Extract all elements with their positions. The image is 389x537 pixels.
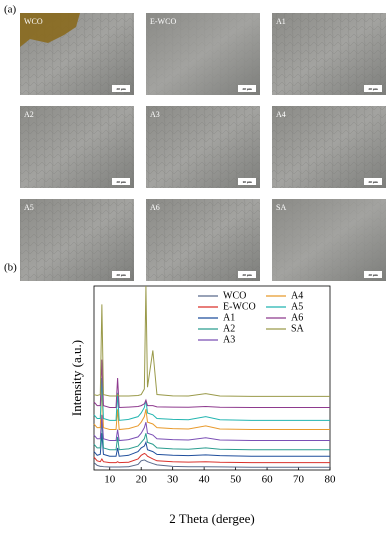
- micrograph-label: A4: [276, 110, 286, 119]
- micrograph-label: WCO: [24, 17, 43, 26]
- scale-bar-label: 20 µm: [368, 273, 377, 277]
- scale-bar-label: 20 µm: [116, 180, 125, 184]
- series-line: [93, 285, 330, 397]
- scale-bar: [364, 178, 382, 185]
- micrograph-texture: [272, 199, 386, 281]
- series-line: [93, 433, 330, 457]
- micrograph-texture: [272, 106, 386, 188]
- series-line: [93, 359, 330, 408]
- scale-bar-label: 20 µm: [242, 273, 251, 277]
- micrograph-texture: [272, 13, 386, 95]
- scale-bar: [238, 85, 256, 92]
- x-axis-label: 2 Theta (dergee): [169, 511, 254, 526]
- scale-bar-label: 20 µm: [242, 87, 251, 91]
- micrograph-texture: [146, 106, 260, 188]
- micrograph-label: A2: [24, 110, 34, 119]
- x-tick-label: 30: [167, 474, 179, 486]
- scale-bar-label: 10 µm: [242, 180, 251, 184]
- scale-bar: [238, 178, 256, 185]
- micrograph-label: A6: [150, 203, 160, 212]
- series-line: [93, 418, 330, 451]
- panel-label: (b): [4, 262, 17, 274]
- legend-label: A1: [223, 312, 235, 323]
- legend-label: WCO: [223, 290, 246, 301]
- micrograph-texture: [20, 106, 134, 188]
- x-tick-label: 10: [104, 474, 116, 486]
- y-axis-label: Intensity (a.u.): [69, 340, 84, 416]
- x-tick-label: 70: [293, 474, 305, 486]
- scale-bar-label: 20 µm: [116, 87, 125, 91]
- series-line: [93, 452, 330, 464]
- scale-bar: [112, 271, 130, 278]
- scale-bar-label: 20 µm: [368, 180, 377, 184]
- x-tick-label: 80: [325, 474, 337, 486]
- x-tick-label: 60: [262, 474, 274, 486]
- xrd-plot: 10 20 30 40 50 60 70 80 2 Theta (dergee) Intensit…: [69, 285, 337, 526]
- micrograph-label: SA: [276, 203, 286, 212]
- legend-label: SA: [291, 323, 305, 334]
- series-line: [93, 459, 330, 468]
- x-tick-label: 50: [230, 474, 242, 486]
- plot-frame: [93, 285, 331, 471]
- scale-bar: [364, 271, 382, 278]
- micrograph-texture: [146, 13, 260, 95]
- scale-bar: [238, 271, 256, 278]
- scale-bar: [364, 85, 382, 92]
- micrograph-grid: WCO 20 µm E-WCO 20 µm A1 20 µm A2 20 µm A3 10 µm A…: [20, 13, 386, 281]
- legend-label: A6: [291, 312, 303, 323]
- x-tick-label: 20: [136, 474, 148, 486]
- micrograph-label: A1: [276, 17, 286, 26]
- legend-label: A3: [223, 334, 235, 345]
- series-line: [93, 387, 330, 431]
- x-tick-label: 40: [199, 474, 211, 486]
- micrograph-label: A3: [150, 110, 160, 119]
- micrograph-label: E-WCO: [150, 17, 176, 26]
- scale-bar-label: 20 µm: [368, 87, 377, 91]
- scale-bar: [112, 85, 130, 92]
- series-line: [93, 414, 330, 442]
- legend-label: E-WCO: [223, 301, 256, 312]
- legend-label: A2: [223, 323, 235, 334]
- series-line: [93, 377, 330, 421]
- scale-bar: [112, 178, 130, 185]
- panel-label: (a): [4, 4, 17, 16]
- micrograph-texture: [20, 199, 134, 281]
- micrograph-texture: [146, 199, 260, 281]
- legend-label: A4: [291, 290, 303, 301]
- stain: [20, 13, 80, 47]
- scale-bar-label: 20 µm: [116, 273, 125, 277]
- micrograph-label: A5: [24, 203, 34, 212]
- legend-label: A5: [291, 301, 303, 312]
